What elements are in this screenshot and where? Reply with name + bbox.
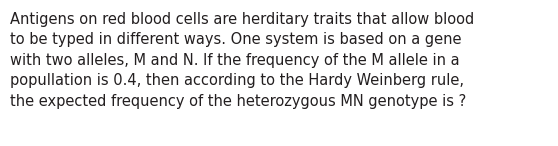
Text: Antigens on red blood cells are herditary traits that allow blood
to be typed in: Antigens on red blood cells are herditar… — [10, 12, 474, 109]
